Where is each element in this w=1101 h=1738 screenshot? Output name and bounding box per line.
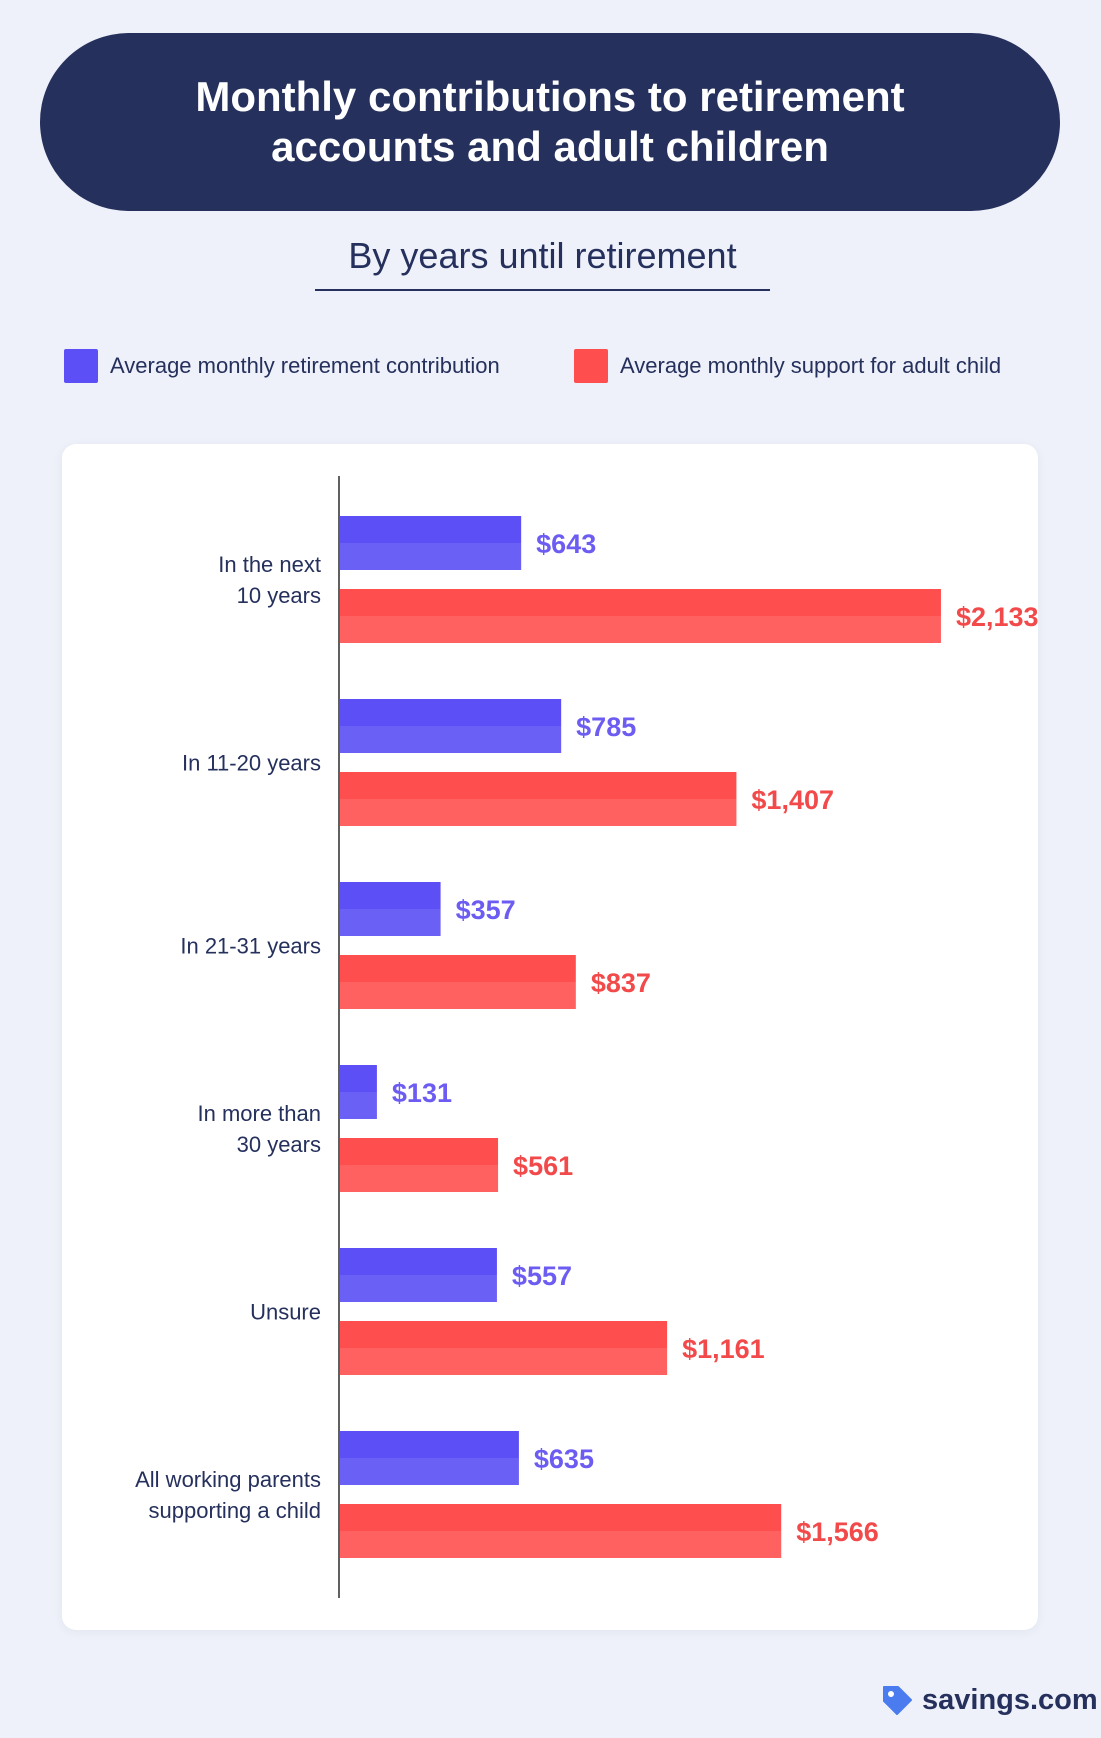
bar-retirement-2 — [340, 882, 441, 936]
bar-shade-support-1 — [340, 799, 737, 826]
legend-swatch-support — [574, 349, 608, 383]
tag-icon — [883, 1686, 912, 1715]
bar-retirement-3 — [340, 1065, 377, 1119]
savings-logo: savings.com — [880, 1680, 1098, 1720]
value-label-support-1: $1,407 — [751, 785, 834, 815]
bar-shade-support-2 — [340, 982, 576, 1009]
value-label-support-4: $1,161 — [682, 1334, 765, 1364]
bar-shade-support-4 — [340, 1348, 668, 1375]
chart-subtitle: By years until retirement — [348, 235, 737, 276]
value-label-retirement-4: $557 — [512, 1261, 572, 1291]
value-label-retirement-3: $131 — [392, 1078, 452, 1108]
bar-shade-retirement-5 — [340, 1458, 519, 1485]
chart-title-line-1: Monthly contributions to retirement — [195, 73, 905, 120]
legend-label-retirement: Average monthly retirement contribution — [110, 353, 500, 378]
legend-item-support: Average monthly support for adult child — [574, 348, 1001, 384]
bar-retirement-4 — [340, 1248, 497, 1302]
subtitle-underline — [315, 289, 770, 291]
bar-shade-support-5 — [340, 1531, 782, 1558]
chart-card: In the next 10 years $643 $2,133 In 11-20 ye… — [62, 444, 1039, 1630]
bar-shade-retirement-2 — [340, 909, 441, 936]
category-label-4: Unsure — [250, 1300, 321, 1325]
category-label-2: In 21-31 years — [180, 934, 321, 959]
bar-shade-retirement-1 — [340, 726, 562, 753]
bar-support-5 — [340, 1504, 782, 1558]
legend-swatch-retirement — [64, 349, 98, 383]
value-label-retirement-0: $643 — [536, 529, 596, 559]
chart-title-line-2: accounts and adult children — [271, 123, 829, 170]
bar-support-3 — [340, 1138, 499, 1192]
value-label-support-0: $2,133 — [956, 602, 1038, 632]
category-label-0: In the next 10 years — [218, 552, 321, 608]
value-label-retirement-1: $785 — [576, 712, 636, 742]
legend-label-support: Average monthly support for adult child — [620, 353, 1002, 378]
bar-shade-retirement-4 — [340, 1275, 497, 1302]
category-label-3: In more than 30 years — [197, 1101, 321, 1157]
bar-shade-support-3 — [340, 1165, 499, 1192]
value-label-support-5: $1,566 — [796, 1517, 879, 1547]
category-label-1: In 11-20 years — [182, 751, 321, 776]
bar-support-0 — [340, 589, 941, 643]
bar-shade-retirement-3 — [340, 1092, 377, 1119]
legend: Average monthly retirement contribution … — [0, 348, 1101, 384]
chart-title: Monthly contributions to retirement acco… — [120, 72, 980, 172]
legend-item-retirement: Average monthly retirement contribution — [64, 348, 500, 384]
bar-retirement-1 — [340, 699, 562, 753]
category-label-5: All working parents supporting a child — [135, 1467, 321, 1523]
value-label-support-3: $561 — [513, 1151, 573, 1181]
title-banner: Monthly contributions to retirement acco… — [40, 33, 1060, 211]
bar-retirement-0 — [340, 516, 522, 570]
bar-support-2 — [340, 955, 576, 1009]
value-label-support-2: $837 — [591, 968, 651, 998]
value-label-retirement-2: $357 — [456, 895, 516, 925]
value-label-retirement-5: $635 — [534, 1444, 594, 1474]
bar-support-1 — [340, 772, 737, 826]
bar-shade-retirement-0 — [340, 543, 522, 570]
bar-retirement-5 — [340, 1431, 519, 1485]
brand-name: savings.com — [922, 1683, 1098, 1716]
bar-chart: In the next 10 years $643 $2,133 In 11-20 ye… — [135, 476, 1039, 1598]
bar-support-4 — [340, 1321, 668, 1375]
bar-shade-support-0 — [340, 616, 941, 643]
